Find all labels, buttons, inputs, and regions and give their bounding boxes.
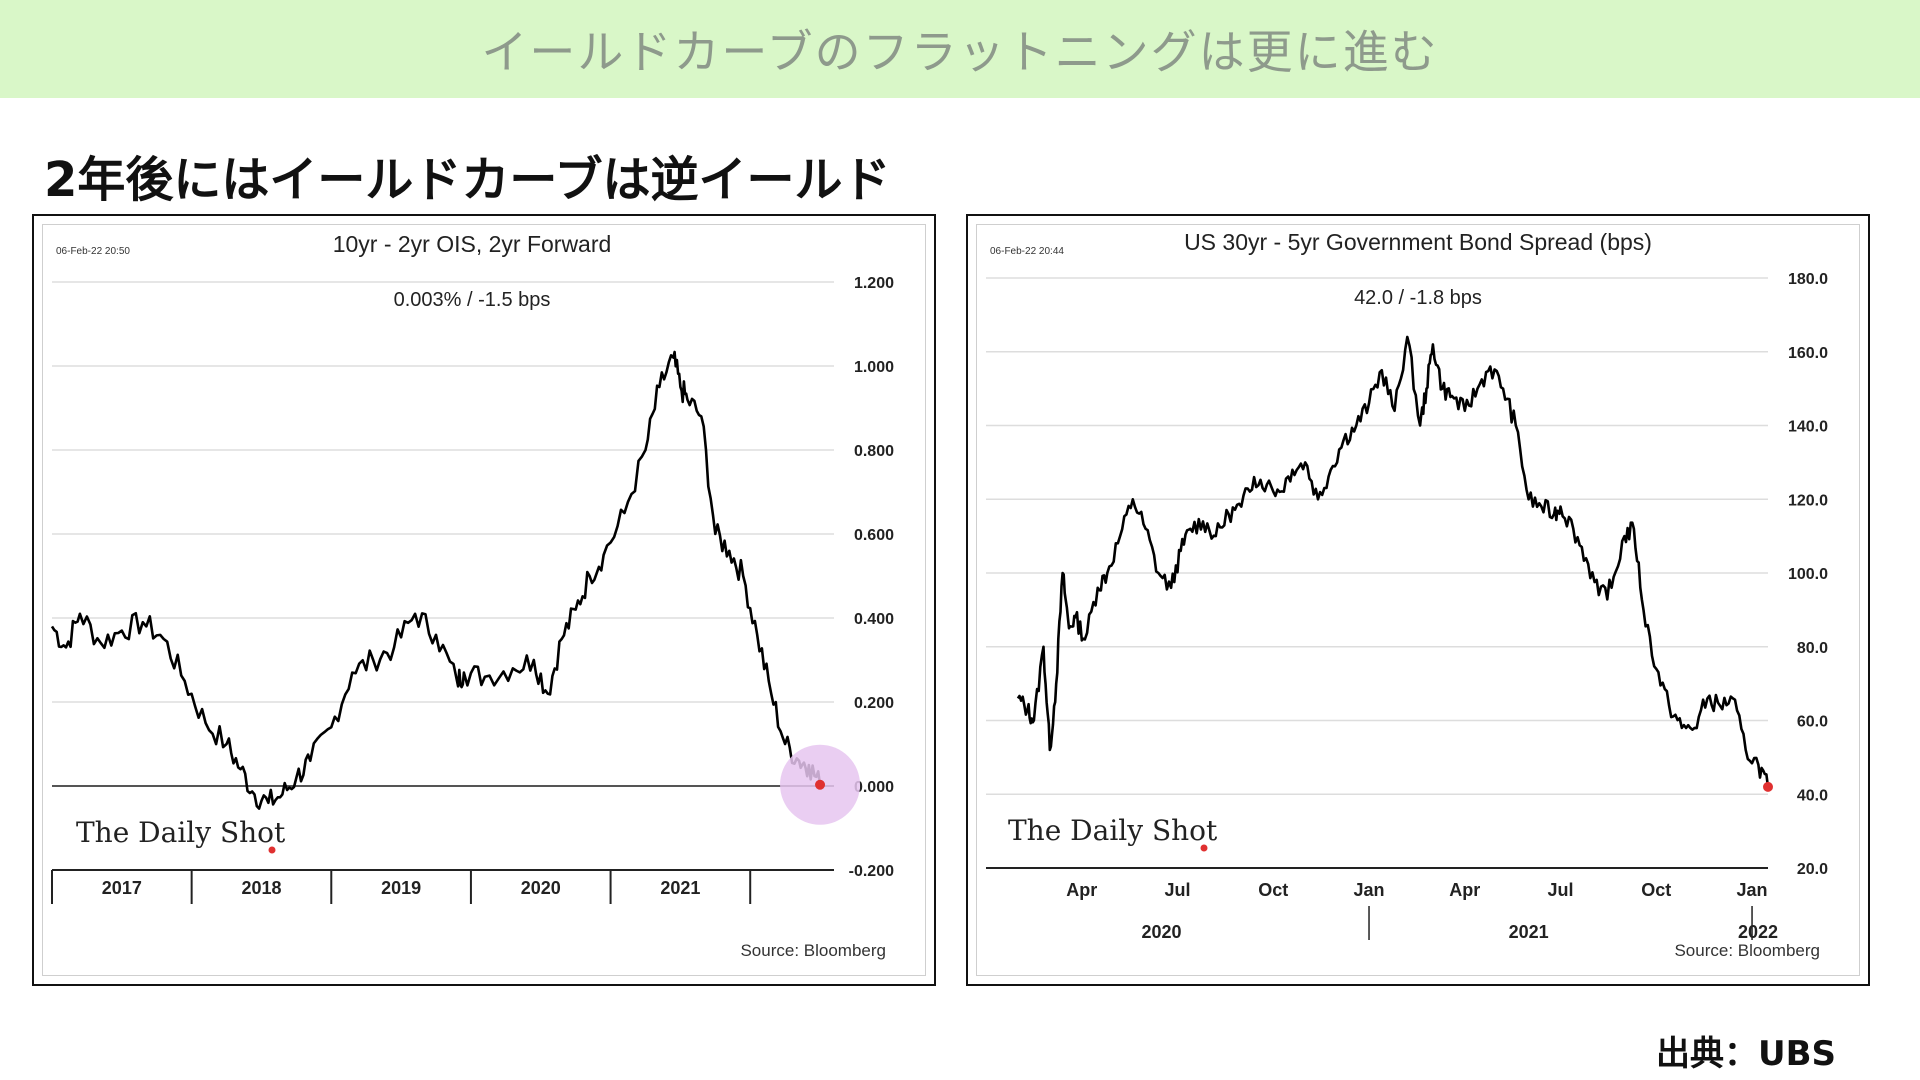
y-tick-label: 0.600 [854, 527, 894, 544]
chart-bond-spread: 06-Feb-22 20:44 US 30yr - 5yr Government … [986, 229, 1828, 960]
x-month-label: Oct [1641, 880, 1671, 900]
chart-source: Source: Bloomberg [740, 941, 886, 960]
chart-panel-bond-spread: 06-Feb-22 20:44 US 30yr - 5yr Government … [966, 214, 1870, 986]
source-credit: 出典：UBS [1655, 1034, 1836, 1074]
x-month-label: Oct [1258, 880, 1288, 900]
y-tick-label: -0.200 [849, 863, 894, 880]
y-tick-label: 140.0 [1788, 419, 1828, 436]
y-tick-label: 1.000 [854, 359, 894, 376]
last-value-marker [1763, 781, 1773, 792]
x-month-label: Apr [1449, 880, 1480, 900]
chart-frame [976, 224, 1860, 976]
chart-readout: 0.003% / -1.5 bps [394, 289, 551, 311]
banner-title: イールドカーブのフラットニングは更に進む [481, 25, 1439, 79]
y-tick-label: 80.0 [1797, 640, 1828, 657]
daily-shot-watermark: The Daily Shot [76, 816, 286, 849]
chart-readout: 42.0 / -1.8 bps [1354, 287, 1482, 309]
chart-timestamp: 06-Feb-22 20:50 [56, 246, 130, 257]
y-tick-label: 180.0 [1788, 271, 1828, 288]
title-banner: イールドカーブのフラットニングは更に進む [0, 0, 1920, 98]
x-tick-label: 2021 [660, 878, 700, 898]
x-tick-label: 2019 [381, 878, 421, 898]
chart-frame [42, 224, 926, 976]
y-tick-label: 0.400 [854, 611, 894, 628]
y-tick-label: 0.200 [854, 695, 894, 712]
chart-ois-forward: 06-Feb-22 20:50 10yr - 2yr OIS, 2yr Forwa… [50, 231, 894, 960]
slide-subheading: 2年後にはイールドカーブは逆イールド [44, 152, 891, 208]
chart-panel-ois-forward: 06-Feb-22 20:50 10yr - 2yr OIS, 2yr Forwa… [32, 214, 936, 986]
y-tick-label: 40.0 [1797, 787, 1828, 804]
watermark-dot [268, 846, 276, 854]
x-tick-label: 2018 [241, 878, 281, 898]
x-tick-label: 2020 [521, 878, 561, 898]
last-value-marker [815, 779, 826, 790]
watermark-dot [1200, 844, 1208, 852]
x-month-label: Jan [1737, 880, 1768, 900]
readout-backdrop [1298, 282, 1538, 316]
x-tick-label: 2017 [102, 878, 142, 898]
y-tick-label: 120.0 [1788, 492, 1828, 509]
x-year-label: 2020 [1142, 922, 1182, 942]
y-tick-label: 20.0 [1797, 861, 1828, 878]
y-tick-label: 1.200 [854, 275, 894, 292]
chart-title: US 30yr - 5yr Government Bond Spread (bp… [1184, 229, 1652, 255]
x-year-label: 2022 [1738, 922, 1778, 942]
readout-backdrop [352, 284, 592, 318]
chart-source: Source: Bloomberg [1674, 941, 1820, 960]
x-month-label: Jul [1548, 880, 1574, 900]
daily-shot-watermark: The Daily Shot [1008, 814, 1218, 847]
x-month-label: Jan [1354, 880, 1385, 900]
y-tick-label: 60.0 [1797, 714, 1828, 731]
series-line [1016, 335, 1770, 788]
series-line [50, 350, 822, 810]
x-month-label: Apr [1066, 880, 1097, 900]
y-tick-label: 160.0 [1788, 345, 1828, 362]
y-tick-label: 100.0 [1788, 566, 1828, 583]
x-month-label: Jul [1165, 880, 1191, 900]
chart-title: 10yr - 2yr OIS, 2yr Forward [333, 231, 612, 257]
chart-timestamp: 06-Feb-22 20:44 [990, 246, 1064, 257]
y-tick-label: 0.000 [854, 779, 894, 796]
y-tick-label: 0.800 [854, 443, 894, 460]
x-year-label: 2021 [1509, 922, 1549, 942]
